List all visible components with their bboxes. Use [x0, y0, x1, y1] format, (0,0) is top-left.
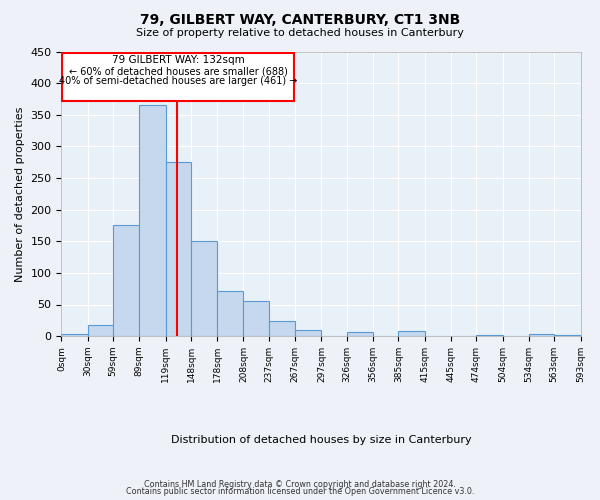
Text: Contains public sector information licensed under the Open Government Licence v3: Contains public sector information licen… [126, 488, 474, 496]
Text: ← 60% of detached houses are smaller (688): ← 60% of detached houses are smaller (68… [69, 66, 288, 76]
Bar [113, 225, 139, 336]
Text: 79, GILBERT WAY, CANTERBURY, CT1 3NB: 79, GILBERT WAY, CANTERBURY, CT1 3NB [140, 12, 460, 26]
Text: 40% of semi-detached houses are larger (461) →: 40% of semi-detached houses are larger (… [59, 76, 298, 86]
Bar [61, 334, 88, 336]
Text: Size of property relative to detached houses in Canterbury: Size of property relative to detached ho… [136, 28, 464, 38]
Y-axis label: Number of detached properties: Number of detached properties [15, 106, 25, 282]
Bar [244, 302, 269, 336]
X-axis label: Distribution of detached houses by size in Canterbury: Distribution of detached houses by size … [170, 435, 471, 445]
Text: Contains HM Land Registry data © Crown copyright and database right 2024.: Contains HM Land Registry data © Crown c… [144, 480, 456, 489]
Bar [554, 335, 581, 336]
Bar [347, 332, 373, 336]
Bar [295, 330, 322, 336]
Bar [191, 240, 217, 336]
Bar [476, 335, 503, 336]
Bar [166, 162, 191, 336]
Text: 79 GILBERT WAY: 132sqm: 79 GILBERT WAY: 132sqm [112, 54, 245, 64]
Bar [88, 324, 113, 336]
Bar [269, 321, 295, 336]
Bar [529, 334, 554, 336]
Bar [139, 106, 166, 336]
FancyBboxPatch shape [62, 53, 294, 101]
Bar [398, 331, 425, 336]
Bar [217, 291, 244, 336]
